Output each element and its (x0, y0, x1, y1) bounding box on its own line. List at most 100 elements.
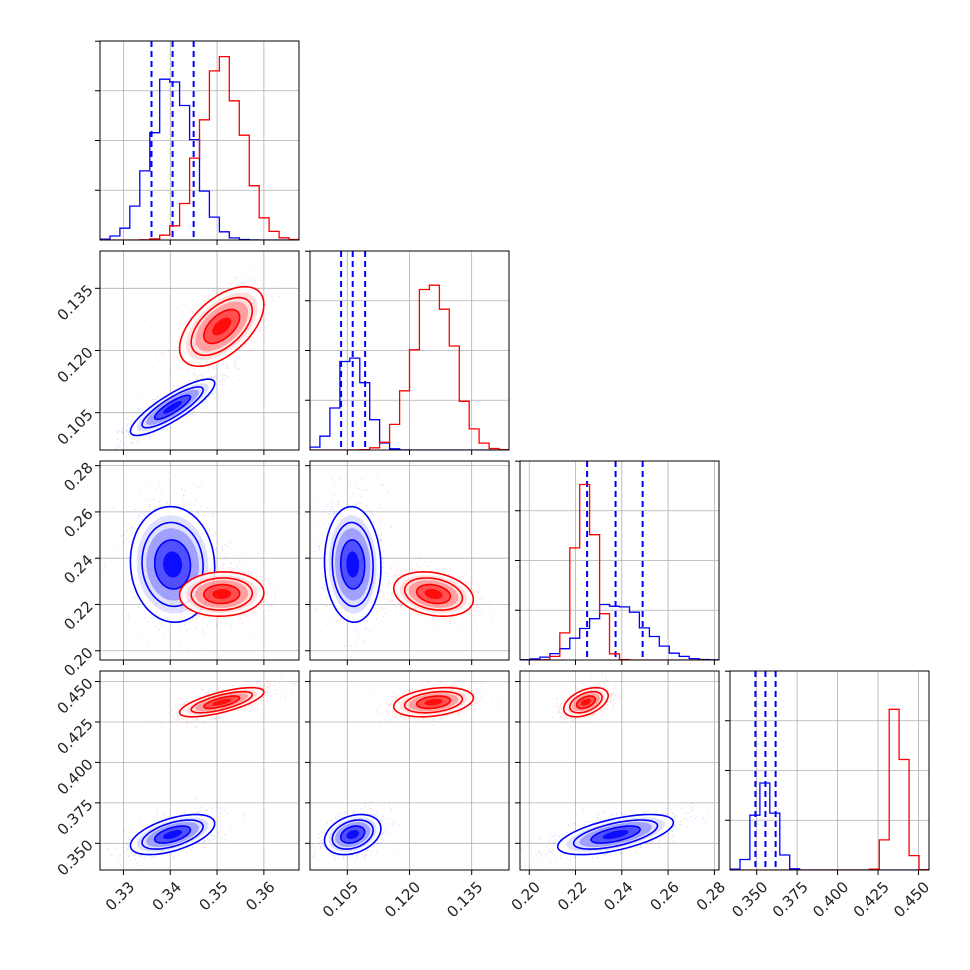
x-tick-label: 0.425 (850, 878, 893, 921)
contour-fill (163, 830, 183, 840)
series-group (150, 251, 294, 384)
contour-fill (580, 698, 591, 706)
contour-fill (212, 698, 232, 706)
x-tick-label: 0.24 (600, 878, 636, 914)
x-tick-label: 0.450 (890, 878, 933, 921)
contour-line (575, 695, 597, 710)
y-tick-label: 0.350 (54, 836, 97, 879)
panel-plot-area (106, 671, 296, 870)
contour-line (202, 583, 241, 605)
x-tick-label: 0.120 (381, 878, 424, 921)
panel-1-0 (95, 250, 300, 455)
x-tick-label: 0.105 (319, 878, 362, 921)
y-tick-label: 0.24 (60, 551, 96, 587)
diag-panel-1 (305, 250, 510, 455)
contour-line (562, 686, 610, 718)
histogram-step (730, 782, 929, 870)
panel-plot-area (115, 251, 294, 450)
y-tick-label: 0.135 (54, 281, 97, 324)
contour-line (153, 539, 192, 590)
series-group (310, 476, 403, 658)
x-tick-label: 0.26 (646, 878, 682, 914)
panel-frame (99, 670, 300, 871)
contour-line (202, 695, 241, 710)
y-tick-label: 0.22 (60, 597, 96, 633)
y-tick-label: 0.20 (60, 644, 96, 680)
series-group (147, 551, 281, 631)
panel-3-1 (305, 670, 510, 875)
contour-fill (424, 589, 443, 599)
contour-line (323, 813, 382, 856)
series-group (366, 551, 497, 635)
panel-frame (99, 460, 300, 661)
x-tick-label: 0.35 (195, 878, 231, 914)
histogram-step (730, 708, 929, 870)
panel-3-2 (515, 670, 720, 875)
y-tick-label: 0.375 (54, 796, 97, 839)
contour-line (403, 577, 464, 611)
panel-2-1 (305, 460, 510, 665)
panel-plot-area (520, 672, 709, 870)
panel-2-0 (95, 460, 300, 665)
contour-line (153, 394, 192, 421)
y-tick-label: 0.26 (60, 505, 96, 541)
contour-line (339, 825, 366, 844)
contour-fill (212, 589, 232, 599)
contour-fill (163, 551, 183, 578)
contour-fill (212, 317, 232, 336)
y-tick-label: 0.450 (54, 674, 97, 717)
series-group (115, 362, 241, 450)
contour-line (141, 819, 204, 850)
y-tick-label: 0.120 (54, 343, 97, 386)
diag-plot-area (730, 671, 929, 870)
histogram-step (100, 78, 299, 240)
contour-line (178, 686, 265, 718)
panel-plot-area (310, 476, 497, 658)
y-tick-label: 0.105 (54, 406, 97, 449)
series-group (367, 680, 503, 734)
contour-fill (424, 698, 443, 706)
contour-line (129, 813, 216, 856)
diag-plot-area (520, 461, 719, 660)
contour-fill (163, 401, 183, 414)
contour-line (178, 571, 265, 617)
contour-line (129, 505, 216, 623)
contour-line (572, 819, 659, 850)
contour-line (331, 819, 374, 850)
contour-line (403, 690, 464, 714)
x-tick-label: 0.375 (769, 878, 812, 921)
x-tick-label: 0.28 (693, 878, 729, 914)
panel-plot-area (312, 680, 503, 861)
contour-line (590, 825, 642, 844)
contour-line (190, 690, 254, 714)
panel-3-0 (95, 670, 300, 875)
y-tick-label: 0.28 (60, 459, 96, 495)
x-tick-label: 0.36 (242, 878, 278, 914)
contour-line (178, 285, 265, 368)
contour-fill (346, 551, 359, 578)
contour-line (129, 378, 216, 437)
contour-line (153, 825, 192, 844)
contour-line (190, 296, 254, 357)
panel-plot-area (101, 475, 281, 656)
contour-line (141, 386, 204, 429)
contour-line (556, 813, 675, 856)
x-tick-label: 0.135 (443, 878, 486, 921)
series-group (149, 671, 296, 728)
contour-fill (602, 830, 629, 840)
panel-frame (519, 670, 720, 871)
diag-panel-3 (725, 670, 930, 875)
contour-line (331, 521, 374, 608)
contour-line (392, 571, 475, 617)
histogram-step (310, 357, 509, 450)
contour-line (415, 695, 452, 710)
contour-line (190, 577, 254, 611)
series-group (551, 672, 621, 730)
contour-line (202, 308, 241, 345)
x-tick-label: 0.20 (508, 878, 544, 914)
y-tick-label: 0.400 (54, 755, 97, 798)
x-tick-label: 0.400 (809, 878, 852, 921)
histogram-step (520, 483, 719, 660)
series-group (312, 800, 400, 861)
